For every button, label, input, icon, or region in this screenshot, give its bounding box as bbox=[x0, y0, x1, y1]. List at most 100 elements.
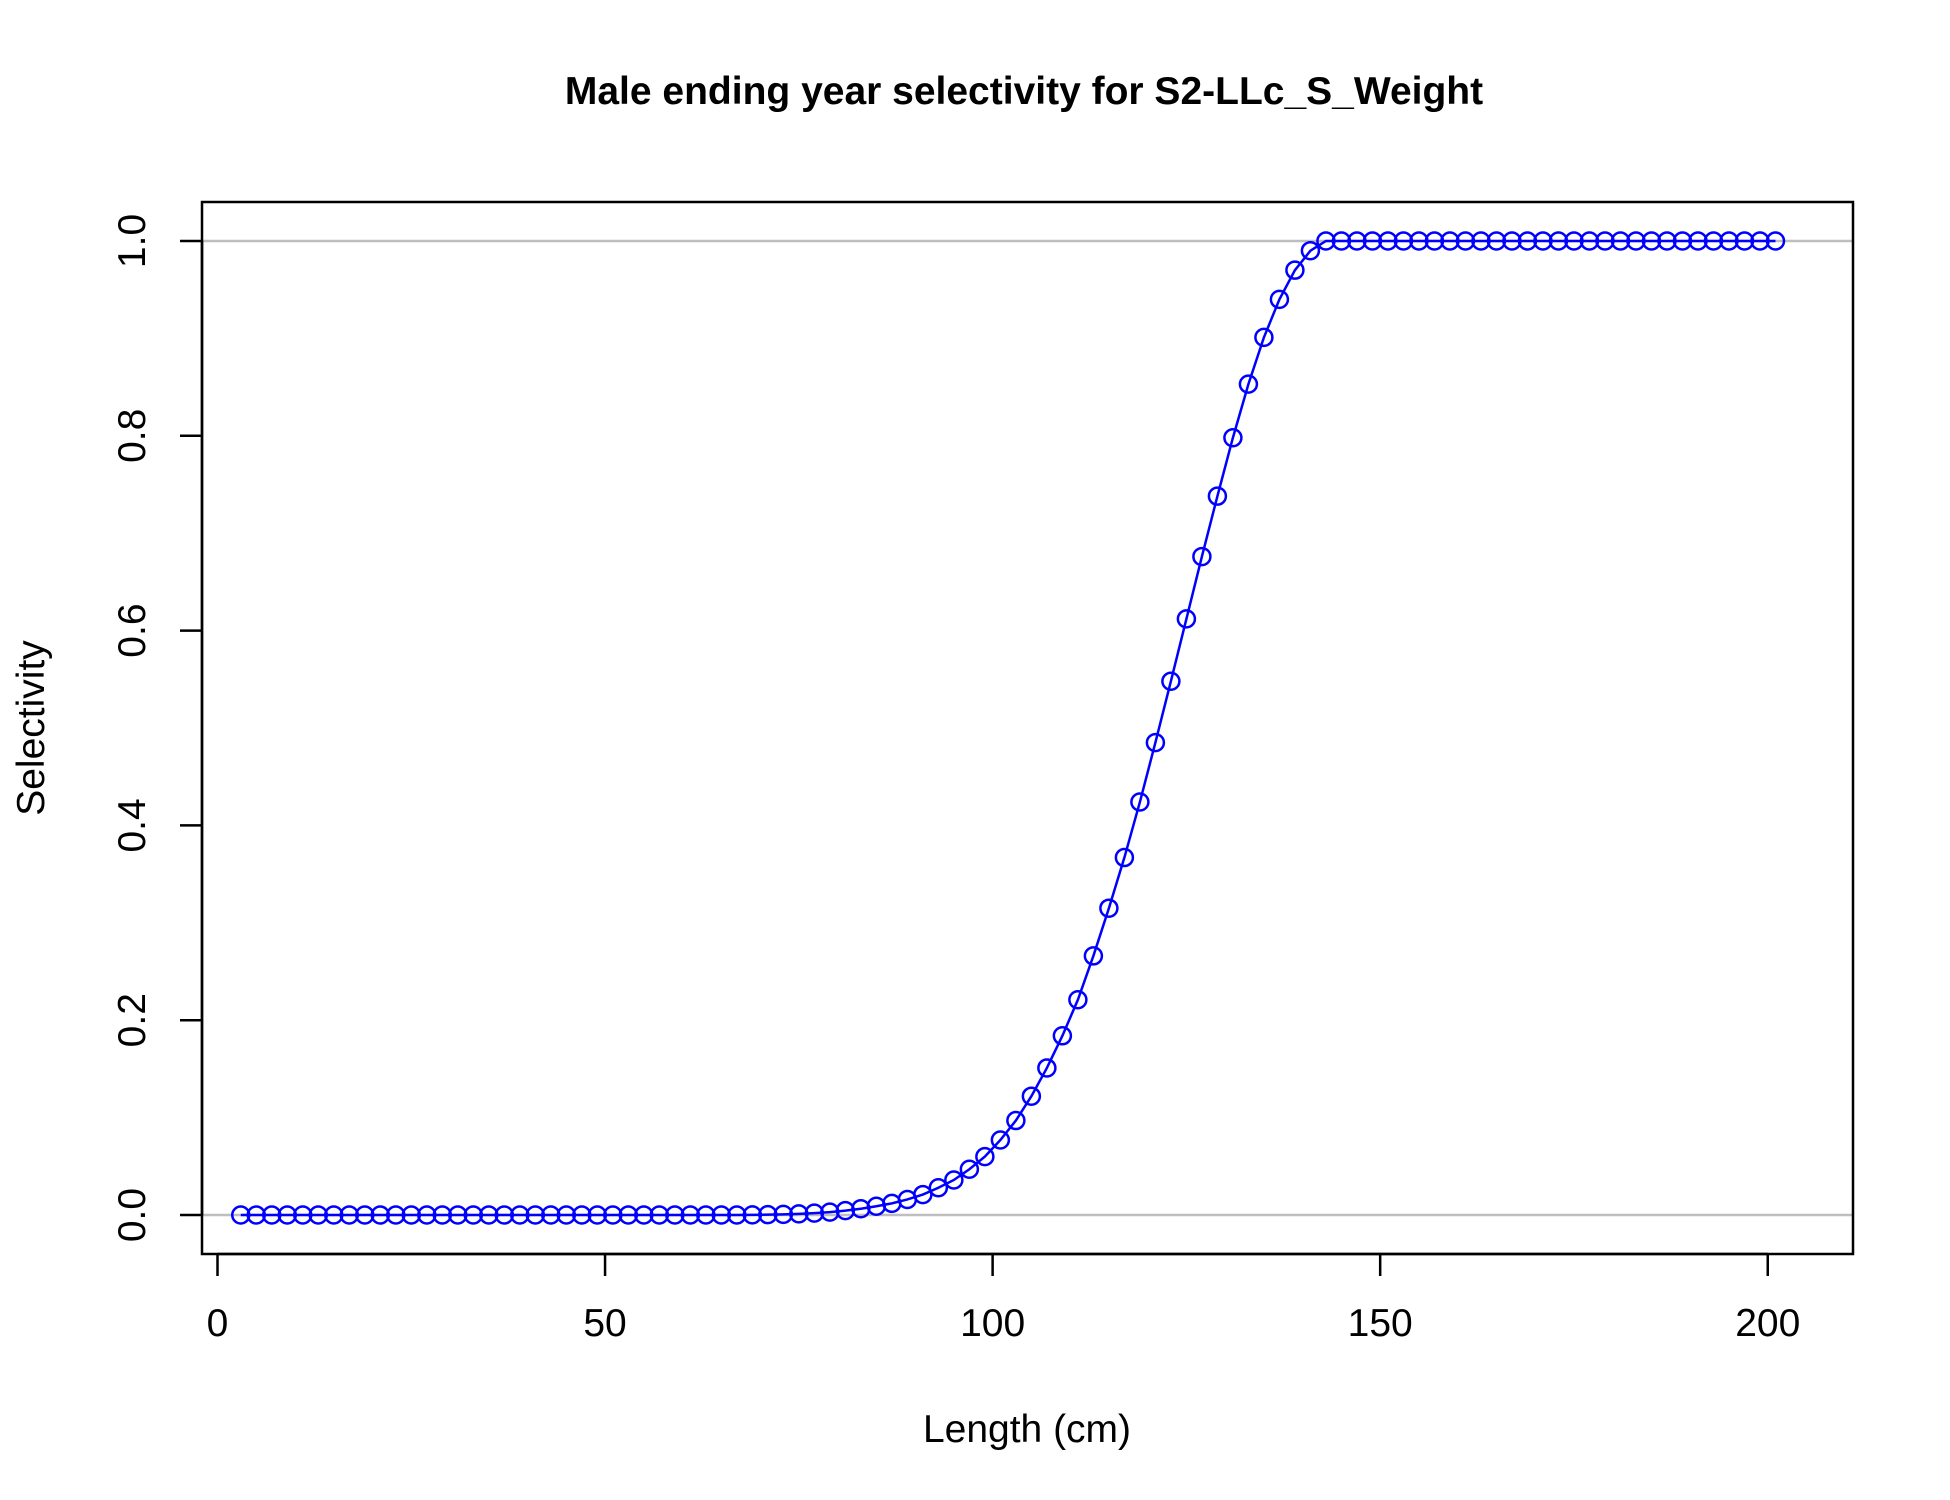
reference-lines bbox=[202, 239, 1853, 1217]
data-point bbox=[1455, 231, 1476, 251]
data-point bbox=[1548, 231, 1569, 251]
data-point bbox=[1300, 240, 1321, 261]
data-point bbox=[417, 1205, 437, 1225]
series-line-group bbox=[240, 239, 1776, 1217]
y-tick-label: 0.6 bbox=[111, 603, 154, 657]
series-line bbox=[240, 239, 1776, 1217]
data-point bbox=[1223, 427, 1243, 448]
data-point bbox=[1145, 732, 1166, 753]
data-point bbox=[1006, 1110, 1026, 1131]
data-point bbox=[820, 1202, 840, 1222]
data-point bbox=[339, 1205, 360, 1225]
data-point bbox=[277, 1205, 298, 1225]
data-point bbox=[1052, 1026, 1073, 1046]
data-point bbox=[742, 1205, 763, 1225]
data-point bbox=[1750, 231, 1770, 251]
data-point bbox=[1734, 231, 1755, 251]
data-point bbox=[525, 1205, 546, 1225]
data-point bbox=[1285, 260, 1305, 280]
data-point bbox=[1316, 231, 1336, 251]
data-point bbox=[1703, 231, 1724, 251]
data-point bbox=[1486, 231, 1507, 251]
y-axis-label: Selectivity bbox=[10, 640, 53, 816]
data-point bbox=[1409, 231, 1429, 251]
data-point bbox=[479, 1205, 499, 1225]
data-point bbox=[1657, 231, 1677, 251]
data-point bbox=[1424, 231, 1445, 251]
x-tick-label: 0 bbox=[207, 1302, 229, 1345]
data-point bbox=[1362, 231, 1383, 251]
data-point bbox=[1238, 374, 1259, 394]
x-tick-label: 150 bbox=[1348, 1302, 1413, 1345]
series-points-group bbox=[231, 231, 1786, 1225]
data-point bbox=[401, 1205, 422, 1225]
data-point bbox=[324, 1205, 344, 1225]
data-point bbox=[789, 1204, 809, 1224]
data-point bbox=[463, 1205, 484, 1225]
data-point bbox=[1393, 231, 1414, 251]
y-tick-label: 1.0 bbox=[111, 214, 154, 268]
data-point bbox=[1161, 671, 1181, 691]
plot-frame bbox=[200, 200, 1855, 1256]
data-point bbox=[1672, 231, 1693, 251]
data-point bbox=[711, 1205, 732, 1225]
data-point bbox=[1207, 486, 1228, 506]
data-point bbox=[1719, 231, 1739, 251]
data-point bbox=[990, 1130, 1011, 1150]
data-point bbox=[1641, 231, 1662, 251]
data-point bbox=[231, 1205, 251, 1225]
data-point bbox=[448, 1205, 468, 1225]
data-point bbox=[1502, 231, 1522, 251]
data-point bbox=[634, 1205, 654, 1225]
x-axis-label: Length (cm) bbox=[923, 1408, 1131, 1451]
data-point bbox=[355, 1205, 375, 1225]
data-point bbox=[432, 1205, 453, 1225]
data-point bbox=[1610, 231, 1631, 251]
data-point bbox=[603, 1205, 623, 1225]
data-point bbox=[1037, 1058, 1057, 1078]
data-point bbox=[773, 1204, 794, 1225]
data-point bbox=[1688, 231, 1708, 251]
data-point bbox=[494, 1205, 515, 1225]
data-point bbox=[1099, 898, 1119, 918]
data-point bbox=[1114, 847, 1135, 868]
y-axis: 0.0 0.2 0.4 0.6 0.8 1.0 bbox=[111, 214, 204, 1242]
data-point bbox=[804, 1203, 825, 1223]
data-point bbox=[1765, 231, 1786, 251]
x-tick-label: 200 bbox=[1735, 1302, 1800, 1345]
data-point bbox=[1068, 990, 1088, 1010]
x-axis: 0 50 100 150 200 bbox=[207, 1252, 1800, 1345]
y-tick-label: 0.0 bbox=[111, 1188, 154, 1242]
data-point bbox=[944, 1170, 964, 1190]
data-point bbox=[1626, 231, 1646, 251]
data-point bbox=[1347, 231, 1367, 251]
data-point bbox=[758, 1204, 778, 1225]
data-point bbox=[1471, 231, 1491, 251]
data-point bbox=[1517, 231, 1538, 251]
data-point bbox=[665, 1205, 685, 1225]
data-point bbox=[959, 1159, 980, 1180]
data-point bbox=[1579, 231, 1600, 251]
data-point bbox=[618, 1205, 639, 1225]
data-point bbox=[975, 1146, 995, 1167]
chart-title: Male ending year selectivity for S2-LLc_… bbox=[565, 70, 1483, 113]
data-point bbox=[1254, 327, 1274, 348]
data-point bbox=[370, 1205, 391, 1225]
data-point bbox=[572, 1205, 592, 1225]
data-point bbox=[1176, 609, 1197, 629]
data-point bbox=[293, 1205, 313, 1225]
x-tick-label: 50 bbox=[583, 1302, 626, 1345]
data-point bbox=[680, 1205, 701, 1225]
data-point bbox=[1331, 231, 1352, 251]
data-point bbox=[510, 1205, 530, 1225]
data-point bbox=[727, 1205, 747, 1225]
data-point bbox=[246, 1205, 267, 1225]
data-point bbox=[649, 1205, 670, 1225]
data-point bbox=[1378, 231, 1398, 251]
data-point bbox=[1130, 792, 1150, 812]
y-tick-label: 0.2 bbox=[111, 993, 154, 1047]
y-tick-label: 0.8 bbox=[111, 409, 154, 463]
data-point bbox=[928, 1178, 949, 1198]
y-tick-label: 0.4 bbox=[111, 798, 154, 852]
data-point bbox=[1192, 546, 1212, 567]
